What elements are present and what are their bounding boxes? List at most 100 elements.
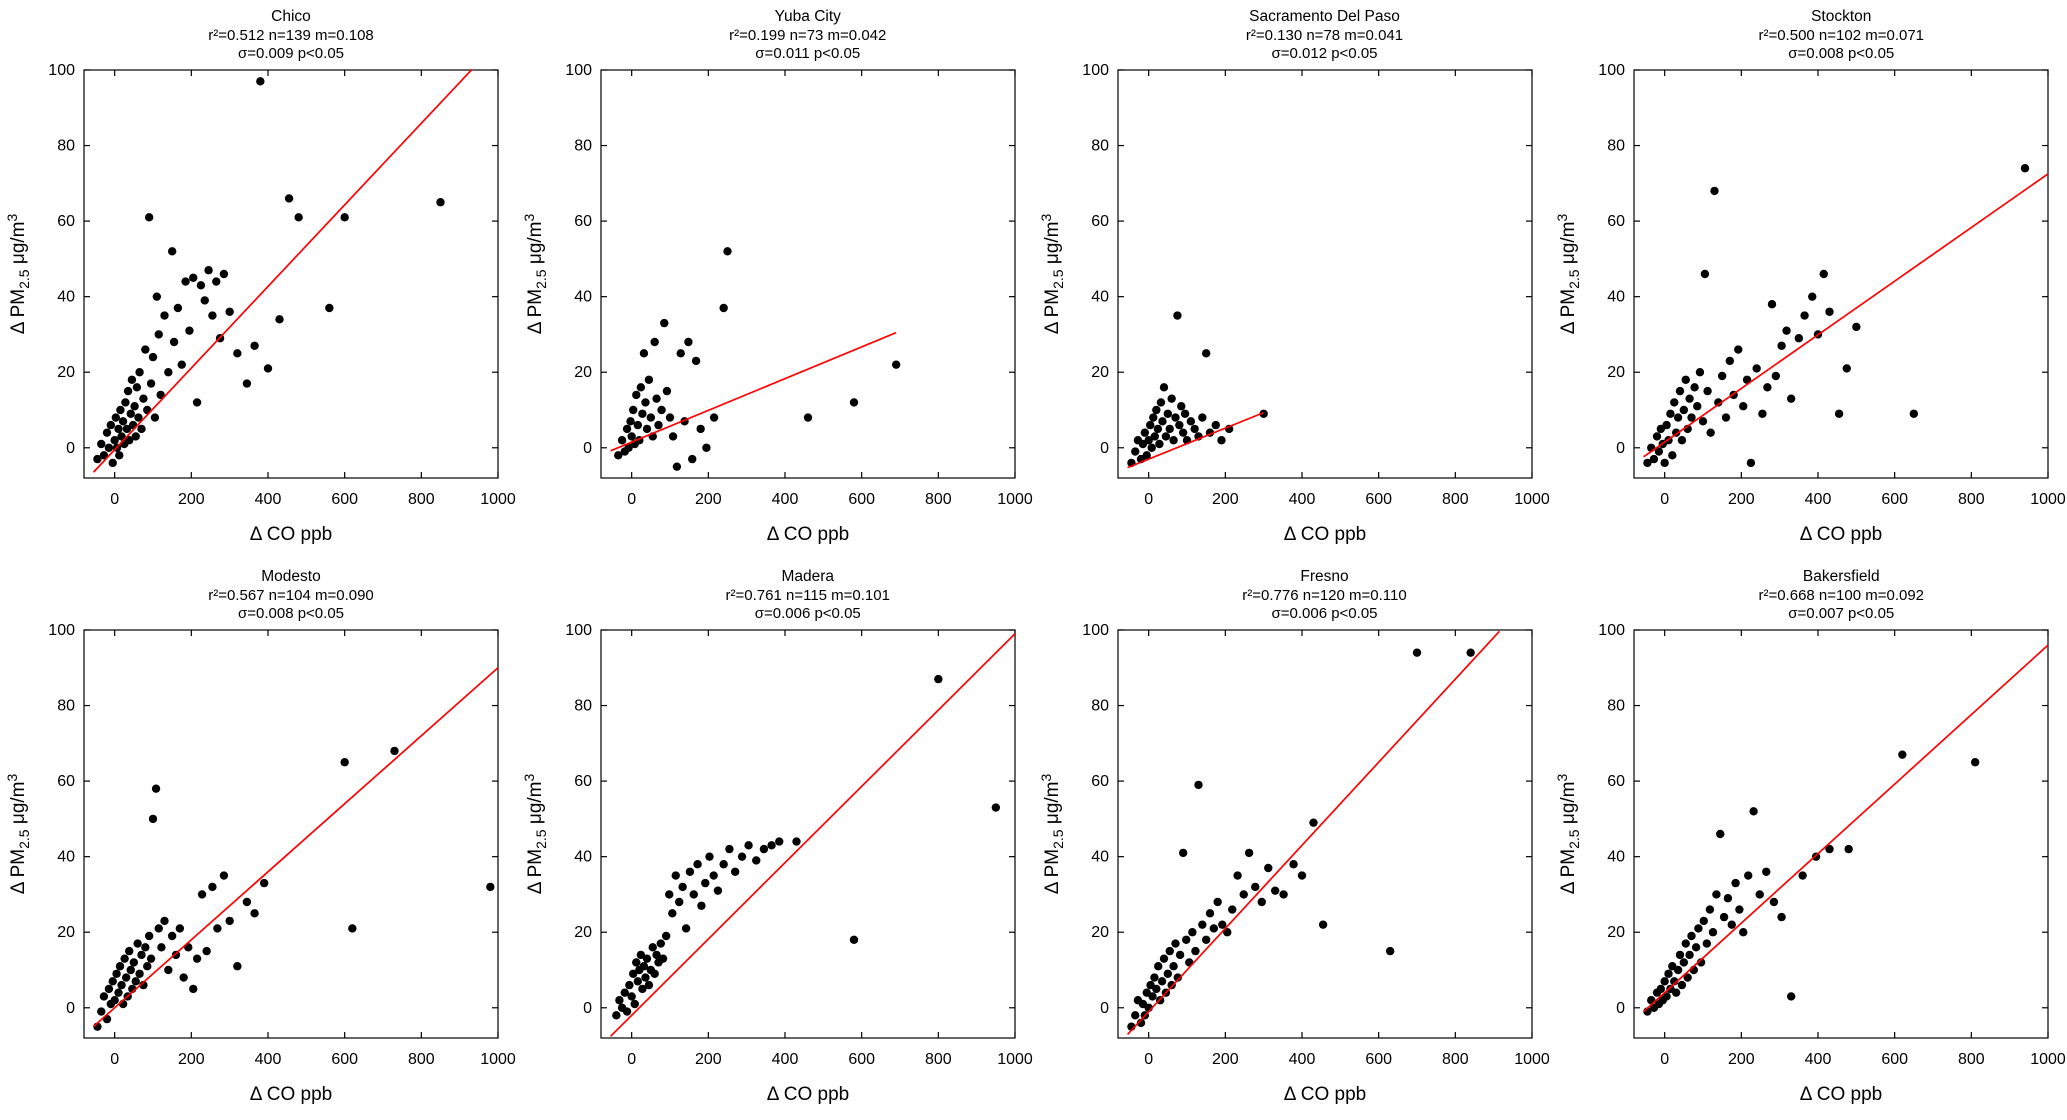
data-point xyxy=(208,310,217,320)
x-tick-label: 400 xyxy=(771,491,798,508)
data-point xyxy=(160,916,169,925)
panel-title: Modesto xyxy=(261,568,321,585)
fit-line xyxy=(610,331,897,452)
data-point xyxy=(1244,848,1253,857)
data-point xyxy=(1136,1018,1145,1027)
y-tick-label: 20 xyxy=(1607,364,1625,381)
panel-stats-line2: σ=0.009 p<0.05 xyxy=(237,45,345,63)
x-tick-label: 0 xyxy=(110,1051,119,1068)
x-tick-label: 600 xyxy=(1365,1051,1392,1068)
data-point xyxy=(744,840,753,850)
data-point xyxy=(1694,923,1703,933)
data-point xyxy=(656,938,665,948)
y-tick-label: 20 xyxy=(1607,924,1625,941)
plot-box xyxy=(600,68,1016,479)
y-tick-label: 60 xyxy=(1091,773,1109,790)
data-point xyxy=(1143,435,1153,444)
data-point xyxy=(891,359,901,369)
data-point xyxy=(123,386,133,395)
x-tick-label: 400 xyxy=(1288,1051,1315,1068)
x-tick-label: 200 xyxy=(178,491,205,508)
data-point xyxy=(148,814,158,823)
scatter-plot: 0 200 400 600 800 1000 0 20 40 60 80 100 Δ CO ppb Δ P… xyxy=(521,64,1033,545)
data-point xyxy=(1170,412,1180,422)
scatter-panel: Modesto r²=0.567 n=104 m=0.090 σ=0.008 p<0… xyxy=(0,560,516,1120)
data-point xyxy=(134,412,143,422)
x-tick-label: 1000 xyxy=(1514,491,1550,508)
data-point xyxy=(627,991,636,1001)
data-point xyxy=(1705,904,1715,914)
y-tick-label: 20 xyxy=(57,924,75,941)
data-point xyxy=(1771,371,1781,380)
x-tick-label: 600 xyxy=(1882,1051,1909,1068)
x-tick-label: 600 xyxy=(331,1051,358,1068)
scatter-panel: Stockton r²=0.500 n=102 m=0.071 σ=0.008 p<… xyxy=(1550,0,2066,560)
data-point xyxy=(169,337,179,346)
panel-stats-line2: σ=0.007 p<0.05 xyxy=(1788,605,1895,623)
data-point xyxy=(667,908,677,918)
data-point xyxy=(759,844,768,853)
data-point xyxy=(1189,424,1199,433)
data-point xyxy=(2021,163,2030,172)
data-point xyxy=(1712,889,1721,899)
data-point xyxy=(648,942,657,952)
data-point xyxy=(1808,291,1817,301)
y-tick-label: 80 xyxy=(57,137,75,154)
data-point xyxy=(1718,371,1727,380)
y-axis-label: Δ PM2.5 μg/m3 xyxy=(1038,213,1066,334)
data-point xyxy=(99,450,109,460)
data-point xyxy=(1166,393,1176,403)
y-tick-label: 40 xyxy=(1607,288,1625,305)
data-point xyxy=(654,420,663,429)
data-point xyxy=(1142,450,1151,460)
x-axis-label: Δ CO ppb xyxy=(1800,1084,1882,1105)
data-point xyxy=(774,836,784,846)
data-point xyxy=(213,923,222,933)
scatter-panel: Yuba City r²=0.199 n=73 m=0.042 σ=0.011 p<… xyxy=(517,0,1033,560)
data-point xyxy=(705,851,714,861)
data-point xyxy=(1168,961,1178,970)
plot-box xyxy=(1116,68,1533,479)
data-point xyxy=(1763,382,1772,392)
scatter-panel: Sacramento Del Paso r²=0.130 n=78 m=0.041… xyxy=(1034,0,1550,560)
y-tick-label: 40 xyxy=(1607,848,1625,865)
x-tick-label: 200 xyxy=(695,491,722,508)
data-point xyxy=(1412,647,1421,657)
data-point xyxy=(1318,919,1327,929)
x-tick-label: 0 xyxy=(110,491,119,508)
fit-line xyxy=(1126,630,1500,1035)
data-point xyxy=(1755,889,1765,899)
data-point xyxy=(1163,969,1172,978)
y-axis-label: Δ PM2.5 μg/m3 xyxy=(1554,773,1582,894)
data-point xyxy=(118,416,128,426)
y-tick-label: 60 xyxy=(57,213,75,230)
data-point xyxy=(126,409,135,418)
data-point xyxy=(486,882,495,891)
y-tick-label: 40 xyxy=(574,848,592,865)
y-tick-label: 20 xyxy=(57,364,75,381)
data-point xyxy=(185,325,194,335)
panel-title: Yuba City xyxy=(774,8,841,25)
data-point xyxy=(121,397,130,407)
data-point xyxy=(1687,412,1696,422)
data-point xyxy=(1154,439,1164,448)
y-tick-label: 80 xyxy=(1607,137,1625,154)
data-point xyxy=(701,443,711,452)
panel-header: Stockton r²=0.500 n=102 m=0.071 σ=0.008 p<… xyxy=(1550,0,2066,64)
data-point xyxy=(652,950,661,959)
data-point xyxy=(171,950,181,959)
data-point xyxy=(263,363,273,373)
data-point xyxy=(1749,806,1759,816)
data-point xyxy=(631,390,641,399)
data-point xyxy=(1835,409,1844,418)
data-point xyxy=(108,976,117,986)
data-point xyxy=(144,931,154,940)
data-point xyxy=(93,454,102,463)
scatter-plot: 0 200 400 600 800 1000 0 20 40 60 80 100 Δ CO ppb Δ P… xyxy=(4,624,516,1105)
data-point xyxy=(131,976,140,986)
x-tick-label: 400 xyxy=(771,1051,798,1068)
x-tick-label: 1000 xyxy=(997,491,1033,508)
y-tick-label: 60 xyxy=(574,773,592,790)
data-point xyxy=(1744,870,1753,880)
data-point xyxy=(1166,980,1176,989)
